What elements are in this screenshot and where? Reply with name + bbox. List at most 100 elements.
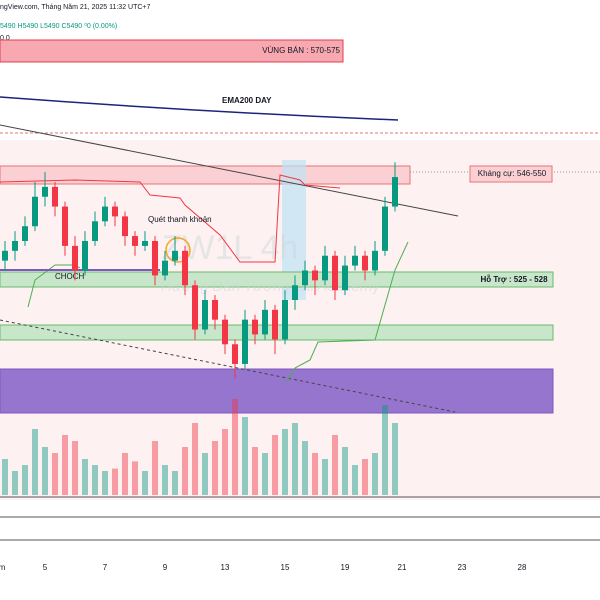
candle-body: [82, 240, 88, 271]
candle-body: [352, 255, 358, 266]
volume-bar: [42, 447, 48, 495]
candle-body: [252, 319, 258, 335]
candle-body: [132, 236, 138, 246]
liquidity-label: Quét thanh khoản: [148, 215, 212, 224]
x-tick-label: 21: [398, 563, 407, 572]
candle-body: [212, 300, 218, 320]
volume-bar: [272, 435, 278, 495]
candle-body: [362, 255, 368, 271]
volume-bar: [392, 423, 398, 495]
candle-body: [222, 319, 228, 345]
volume-bar: [92, 465, 98, 495]
volume-bar: [252, 447, 258, 495]
volume-bar: [302, 441, 308, 495]
candle-body: [272, 309, 278, 340]
candles: [2, 162, 398, 495]
volume-bar: [12, 471, 18, 495]
candle-body: [112, 206, 118, 217]
candle-body: [42, 186, 48, 197]
candle-body: [142, 240, 148, 246]
sell-zone-label: VÙNG BÁN : 570-575: [262, 46, 340, 55]
volume-bar: [262, 453, 268, 495]
volume-bar: [2, 459, 8, 495]
support-label: Hỗ Trợ : 525 - 528: [480, 275, 548, 284]
candle-body: [32, 196, 38, 227]
candle-body: [12, 240, 18, 251]
volume-bar: [242, 417, 248, 495]
candle-body: [342, 265, 348, 291]
header-ohlc: 5490 H5490 L5490 C5490 ⁰0 (0.00%): [0, 22, 117, 30]
trailing-stop-red: [0, 174, 341, 263]
volume-bar: [142, 471, 148, 495]
volume-bar: [332, 435, 338, 495]
header-source: ngView.com, Tháng Năm 21, 2025 11:32 UTC…: [0, 4, 151, 11]
volume-bar: [322, 459, 328, 495]
volume-bar: [352, 465, 358, 495]
volume-bar: [212, 441, 218, 495]
volume-bar: [172, 471, 178, 495]
candle-body: [122, 216, 128, 237]
volume-bar: [132, 461, 138, 495]
candle-body: [22, 226, 28, 241]
candle-body: [52, 186, 58, 207]
volume-bar: [342, 447, 348, 495]
volume-bar: [362, 459, 368, 495]
volume-bar: [372, 453, 378, 495]
resistance-label: Kháng cự: 546-550: [478, 169, 547, 178]
volume-bar: [222, 429, 228, 495]
x-tick-label: m: [0, 563, 6, 572]
candle-body: [332, 255, 338, 291]
x-tick-label: 7: [103, 563, 108, 572]
volume-bar: [22, 465, 28, 495]
candle-body: [292, 285, 298, 300]
x-tick-label: 15: [281, 563, 290, 572]
choch-label: CHOCH: [55, 272, 85, 281]
trailing-stop-green-2: [286, 241, 409, 383]
volume-bar: [162, 465, 168, 495]
volume-bar: [312, 453, 318, 495]
candle-body: [172, 250, 178, 261]
volume-bar: [182, 447, 188, 495]
x-tick-label: 19: [341, 563, 350, 572]
trendline-dashed: [0, 319, 456, 413]
volume-bar: [62, 435, 68, 495]
x-axis: m 5 7 9 13 15 19 21 23 28: [0, 563, 527, 572]
candle-body: [262, 309, 268, 335]
candle-body: [152, 240, 158, 276]
volume-bar: [292, 423, 298, 495]
volume-bar: [382, 405, 388, 495]
volume-bar: [102, 471, 108, 495]
candle-body: [242, 319, 248, 364]
volume-bar: [282, 429, 288, 495]
candle-body: [102, 206, 108, 222]
candle-body: [322, 255, 328, 281]
volume-bar: [232, 399, 238, 495]
x-tick-label: 23: [458, 563, 467, 572]
volume-bar: [112, 468, 118, 495]
candle-body: [382, 206, 388, 251]
volume-bar: [202, 453, 208, 495]
candle-body: [372, 250, 378, 271]
sell-zone: [0, 39, 344, 63]
candle-body: [2, 250, 8, 261]
x-tick-label: 13: [221, 563, 230, 572]
candle-body: [72, 245, 78, 271]
candle-body: [192, 285, 198, 330]
support-zone: [0, 271, 554, 288]
x-tick-label: 9: [163, 563, 168, 572]
candle-body: [62, 206, 68, 246]
candle-body: [282, 300, 288, 340]
volume-bar: [152, 441, 158, 495]
candle-body: [232, 344, 238, 364]
volume-bar: [82, 459, 88, 495]
x-tick-label: 28: [518, 563, 527, 572]
header-indicator: 0 0: [0, 35, 10, 42]
resistance-box: [469, 165, 553, 183]
trendline: [0, 124, 459, 217]
candle-body: [162, 260, 168, 276]
volume-bar: [192, 423, 198, 495]
candle-body: [312, 270, 318, 281]
candle-body: [302, 270, 308, 286]
ema-line: [0, 96, 399, 121]
